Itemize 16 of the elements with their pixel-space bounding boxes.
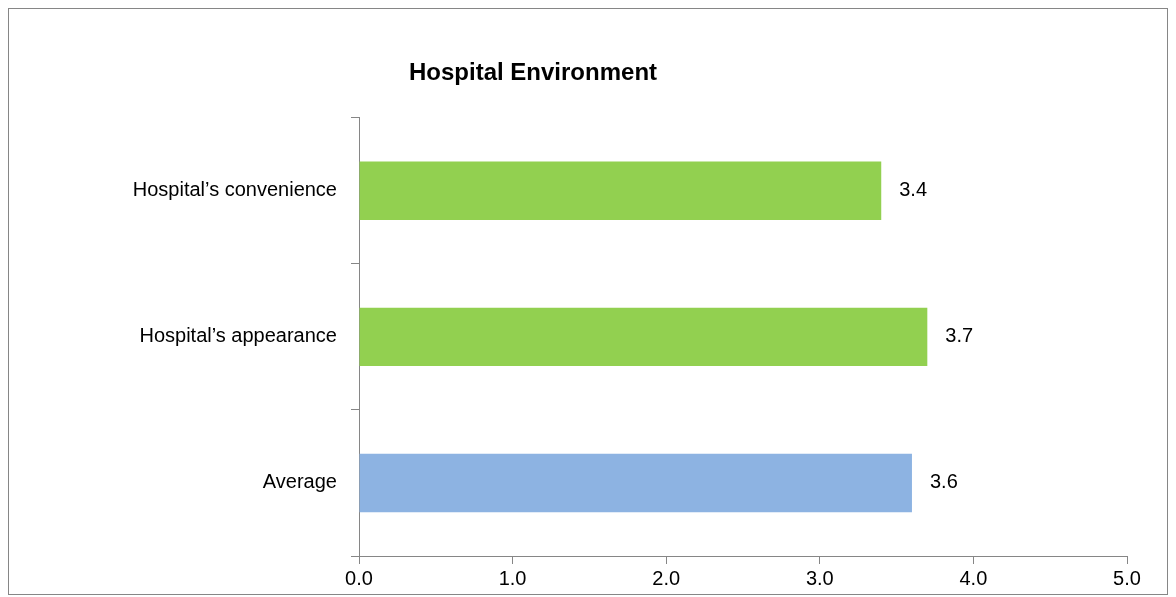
x-tick-label: 5.0 (1113, 566, 1141, 589)
chart-title: Hospital Environment (409, 58, 658, 86)
y-tick-label: Average (262, 470, 337, 493)
bar (359, 453, 912, 513)
x-tick-label: 3.0 (805, 566, 834, 589)
y-tick-label: Hospital’s appearance (139, 324, 337, 347)
y-tick-label: Hospital’s convenience (132, 178, 337, 201)
x-tick-label: 0.0 (345, 566, 373, 589)
data-label: 3.7 (945, 324, 974, 347)
x-tick-label: 1.0 (498, 566, 527, 589)
x-tick-label: 4.0 (959, 566, 988, 589)
data-label: 3.6 (929, 470, 958, 493)
data-label: 3.4 (899, 178, 928, 201)
x-tick-label: 2.0 (652, 566, 681, 589)
bar (359, 307, 928, 367)
bar (359, 161, 882, 221)
